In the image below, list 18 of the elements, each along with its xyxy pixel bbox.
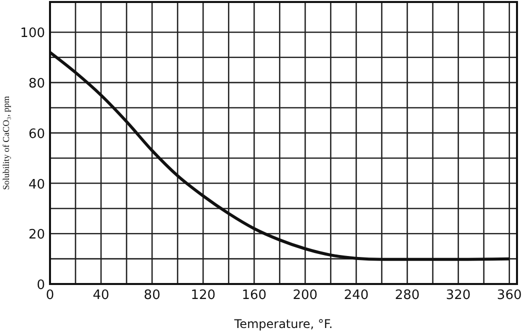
x-tick-label: 320 [446,288,471,303]
x-axis-title: Temperature, °F. [233,317,333,331]
x-tick-label: 80 [144,288,160,303]
x-tick-label: 360 [496,288,522,303]
y-tick-label: 20 [28,228,45,243]
y-tick-label: 0 [36,278,45,293]
y-tick-label: 80 [28,76,45,92]
y-axis-title: Solubility of CaCO₃, ppm [1,96,11,190]
x-tick-label: 200 [292,288,318,303]
x-tick-label: 280 [394,288,420,303]
x-tick-label: 240 [344,288,369,303]
y-tick-label: 40 [28,177,45,192]
x-tick-label: 40 [92,288,110,303]
x-tick-label: 120 [190,288,216,303]
x-tick-label: 0 [46,288,54,303]
x-tick-label: 160 [242,288,267,303]
y-tick-label: 60 [28,126,45,142]
y-tick-label: 100 [20,26,45,42]
